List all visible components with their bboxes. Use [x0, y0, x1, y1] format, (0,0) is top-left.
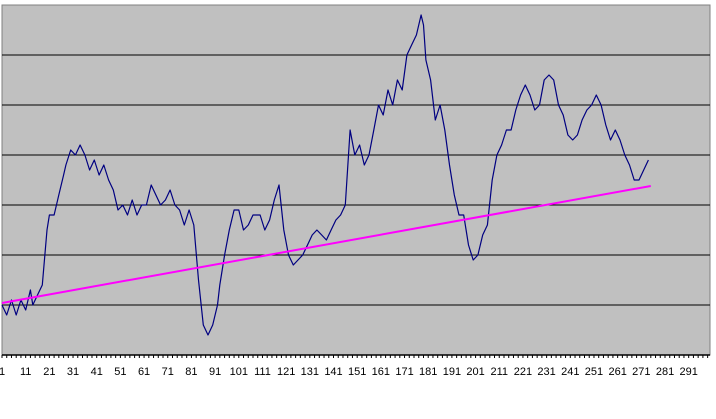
x-tick-label: 101	[230, 366, 248, 378]
x-tick-label: 131	[301, 366, 319, 378]
series-lines	[1, 14, 651, 336]
x-tick-label: 291	[680, 366, 698, 378]
x-tick-label: 281	[656, 366, 674, 378]
x-tick-label: 271	[632, 366, 650, 378]
x-tick-label: 151	[348, 366, 366, 378]
gridlines	[2, 54, 710, 306]
x-tick-labels: 1 11 21 31 41 51 61 71 81 91 101 111 121 131 141 151 161…	[0, 355, 709, 378]
x-tick-label: 121	[277, 366, 295, 378]
x-tick-label: 111	[254, 366, 271, 378]
x-tick-label: 81	[185, 366, 197, 378]
x-tick-label: 191	[443, 366, 461, 378]
series-line-2	[1, 185, 651, 304]
series-line-1	[1, 14, 649, 336]
plot-area	[1, 4, 711, 356]
x-tick-label: 241	[561, 366, 579, 378]
x-tick-label: 21	[43, 366, 55, 378]
x-tick-label: 251	[585, 366, 603, 378]
x-tick-label: 71	[162, 366, 174, 378]
x-tick-label: 221	[514, 366, 532, 378]
x-tick-label: 231	[537, 366, 555, 378]
x-tick-label: 171	[395, 366, 413, 378]
x-tick-label: 61	[138, 366, 150, 378]
x-tick-label: 211	[490, 366, 508, 378]
x-tick-label: 261	[608, 366, 626, 378]
x-tick-label: 161	[372, 366, 390, 378]
x-tick-label: 31	[67, 366, 79, 378]
x-tick-label: 181	[419, 366, 437, 378]
x-tick-label: 91	[209, 366, 221, 378]
x-tick-label: 141	[324, 366, 342, 378]
x-tick-label: 1	[0, 366, 5, 378]
x-tick-label: 51	[114, 366, 126, 378]
x-tick-label: 201	[466, 366, 484, 378]
x-tick-label: 11	[20, 366, 31, 378]
x-tick-label: 41	[91, 366, 103, 378]
